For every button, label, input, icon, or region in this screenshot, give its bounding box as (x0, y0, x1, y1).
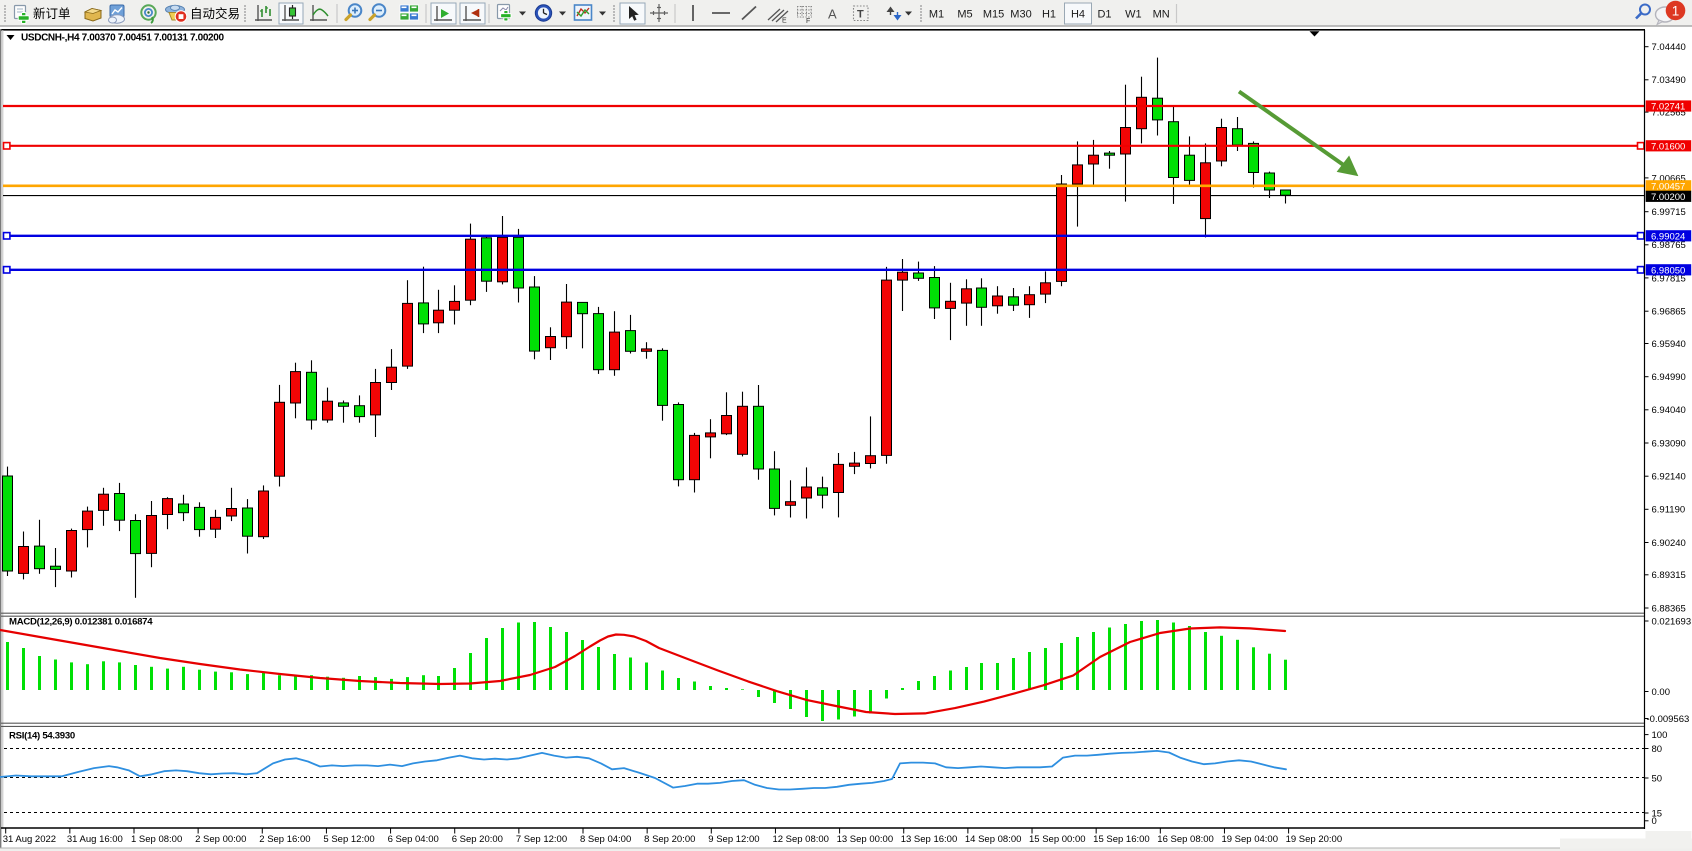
svg-text:7.01600: 7.01600 (1651, 141, 1685, 152)
svg-text:E: E (782, 18, 787, 25)
svg-text:1: 1 (1672, 3, 1680, 18)
svg-text:1 Sep 08:00: 1 Sep 08:00 (131, 834, 182, 845)
svg-text:M30: M30 (1010, 9, 1031, 21)
svg-text:6.88365: 6.88365 (1652, 603, 1686, 614)
svg-text:6.90240: 6.90240 (1652, 538, 1686, 549)
svg-text:6.98050: 6.98050 (1651, 265, 1685, 276)
svg-text:6.99024: 6.99024 (1651, 231, 1685, 242)
svg-text:6.95940: 6.95940 (1652, 339, 1686, 350)
svg-text:13 Sep 16:00: 13 Sep 16:00 (901, 834, 958, 845)
svg-text:MACD(12,26,9) 0.012381 0.01687: MACD(12,26,9) 0.012381 0.016874 (9, 617, 153, 628)
svg-text:6 Sep 20:00: 6 Sep 20:00 (452, 834, 503, 845)
svg-text:M15: M15 (983, 9, 1004, 21)
svg-text:12 Sep 08:00: 12 Sep 08:00 (772, 834, 829, 845)
svg-text:7.00665: 7.00665 (1652, 173, 1686, 184)
svg-text:5 Sep 12:00: 5 Sep 12:00 (323, 834, 374, 845)
svg-text:6.91190: 6.91190 (1652, 505, 1686, 516)
svg-text:13 Sep 00:00: 13 Sep 00:00 (837, 834, 894, 845)
svg-text:0.021693: 0.021693 (1652, 616, 1692, 627)
svg-text:D1: D1 (1097, 9, 1111, 21)
svg-text:7.04440: 7.04440 (1652, 42, 1686, 53)
svg-text:6.99715: 6.99715 (1652, 207, 1686, 218)
svg-text:19 Sep 04:00: 19 Sep 04:00 (1221, 834, 1278, 845)
svg-text:6.94990: 6.94990 (1652, 372, 1686, 383)
svg-text:9 Sep 12:00: 9 Sep 12:00 (708, 834, 759, 845)
svg-text:新订单: 新订单 (33, 6, 71, 21)
svg-text:8 Sep 20:00: 8 Sep 20:00 (644, 834, 695, 845)
svg-text:M5: M5 (957, 9, 972, 21)
svg-text:6.98765: 6.98765 (1652, 240, 1686, 251)
svg-text:2 Sep 16:00: 2 Sep 16:00 (259, 834, 310, 845)
svg-text:8 Sep 04:00: 8 Sep 04:00 (580, 834, 631, 845)
svg-text:7.03490: 7.03490 (1652, 75, 1686, 86)
svg-text:6.97815: 6.97815 (1652, 273, 1686, 284)
svg-text:15: 15 (1652, 808, 1663, 819)
svg-text:F: F (806, 18, 810, 25)
svg-text:6.92140: 6.92140 (1652, 472, 1686, 483)
svg-text:6.94040: 6.94040 (1652, 405, 1686, 416)
svg-text:-0.009563: -0.009563 (1647, 714, 1690, 725)
svg-text:A: A (828, 7, 837, 22)
svg-text:0.00: 0.00 (1652, 687, 1671, 698)
svg-text:31 Aug 2022: 31 Aug 2022 (3, 834, 56, 845)
svg-text:自动交易: 自动交易 (190, 6, 240, 21)
svg-text:7.02565: 7.02565 (1652, 108, 1686, 119)
svg-text:H4: H4 (1071, 9, 1085, 21)
svg-text:W1: W1 (1125, 9, 1142, 21)
svg-text:RSI(14) 54.3930: RSI(14) 54.3930 (9, 731, 75, 742)
svg-text:T: T (857, 9, 864, 21)
svg-text:50: 50 (1652, 773, 1663, 784)
svg-text:USDCNH-,H4 7.00370 7.00451 7.: USDCNH-,H4 7.00370 7.00451 7.00131 7.002… (21, 33, 224, 44)
svg-text:7.02741: 7.02741 (1651, 102, 1685, 113)
svg-text:7.00457: 7.00457 (1651, 181, 1685, 192)
svg-text:100: 100 (1652, 730, 1668, 741)
svg-text:15 Sep 16:00: 15 Sep 16:00 (1093, 834, 1150, 845)
svg-text:M1: M1 (929, 9, 944, 21)
svg-text:6 Sep 04:00: 6 Sep 04:00 (388, 834, 439, 845)
svg-text:31 Aug 16:00: 31 Aug 16:00 (67, 834, 123, 845)
svg-text:15 Sep 00:00: 15 Sep 00:00 (1029, 834, 1086, 845)
svg-text:H1: H1 (1042, 9, 1056, 21)
svg-text:6.96865: 6.96865 (1652, 307, 1686, 318)
svg-text:16 Sep 08:00: 16 Sep 08:00 (1157, 834, 1214, 845)
svg-text:7.00200: 7.00200 (1651, 192, 1685, 203)
svg-text:14 Sep 08:00: 14 Sep 08:00 (965, 834, 1022, 845)
svg-text:0: 0 (1652, 816, 1657, 827)
svg-text:6.89315: 6.89315 (1652, 570, 1686, 581)
svg-text:6.93090: 6.93090 (1652, 438, 1686, 449)
svg-text:MN: MN (1153, 9, 1170, 21)
svg-text:7 Sep 12:00: 7 Sep 12:00 (516, 834, 567, 845)
svg-text:2 Sep 00:00: 2 Sep 00:00 (195, 834, 246, 845)
svg-text:80: 80 (1652, 744, 1663, 755)
svg-text:19 Sep 20:00: 19 Sep 20:00 (1286, 834, 1343, 845)
